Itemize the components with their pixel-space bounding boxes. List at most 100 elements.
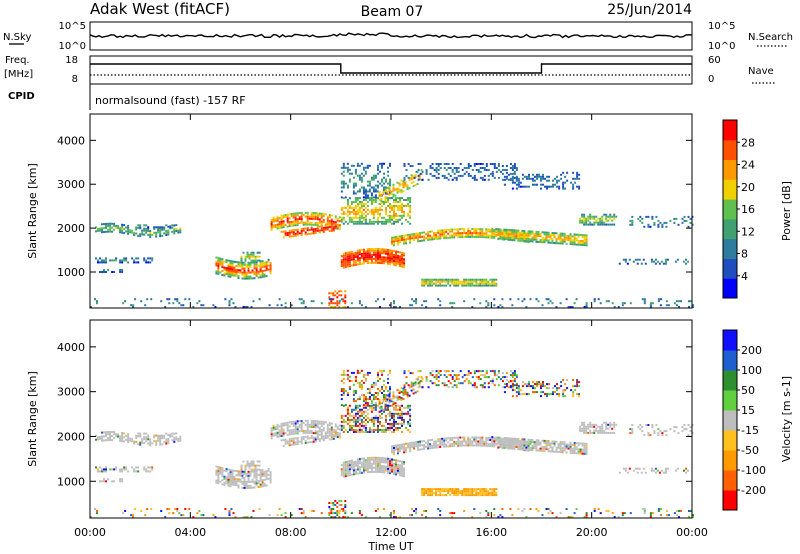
velocity-cell xyxy=(372,429,375,431)
power-cell xyxy=(240,255,243,258)
y-tick-label: 4000 xyxy=(57,134,85,147)
power-cell xyxy=(467,167,470,169)
power-cell xyxy=(391,222,393,225)
power-cell xyxy=(179,231,182,234)
power-cell xyxy=(416,183,419,185)
power-cell xyxy=(368,222,371,225)
power-cell xyxy=(105,261,107,264)
power-cell xyxy=(350,164,353,167)
power-cell xyxy=(312,228,315,231)
power-cell xyxy=(528,185,530,188)
power-cell xyxy=(121,225,124,228)
power-cell xyxy=(346,261,349,264)
velocity-cell xyxy=(306,419,309,422)
power-cell xyxy=(366,196,369,199)
velocity-cell xyxy=(101,435,103,438)
velocity-cell xyxy=(227,472,230,475)
power-cell xyxy=(265,267,268,270)
power-cell xyxy=(409,165,412,167)
velocity-cell xyxy=(397,404,399,407)
velocity-cell xyxy=(381,373,383,376)
power-cell xyxy=(435,282,438,285)
velocity-cell xyxy=(370,431,373,433)
velocity-cell xyxy=(392,403,395,406)
power-cell xyxy=(379,214,381,217)
velocity-cell xyxy=(435,374,438,377)
power-cell xyxy=(358,188,361,191)
power-cell xyxy=(581,244,584,246)
power-cell xyxy=(372,201,375,203)
power-cell xyxy=(540,183,542,186)
velocity-cell xyxy=(545,442,548,444)
power-cell xyxy=(481,228,484,231)
velocity-cell xyxy=(312,426,315,428)
velocity-cell xyxy=(354,422,357,425)
power-cell xyxy=(304,231,307,234)
power-cell xyxy=(412,185,415,188)
power-cell xyxy=(250,259,253,262)
velocity-cell xyxy=(493,374,496,377)
velocity-cell xyxy=(101,470,103,473)
velocity-cell xyxy=(413,441,416,444)
power-cell xyxy=(489,234,492,237)
velocity-cell xyxy=(409,422,412,425)
power-cell xyxy=(634,258,637,261)
power-cell xyxy=(407,203,410,205)
velocity-cell xyxy=(149,444,152,447)
velocity-cell xyxy=(244,468,247,471)
power-cell xyxy=(511,231,514,234)
velocity-cell xyxy=(489,443,492,446)
velocity-cell xyxy=(246,464,249,467)
velocity-cell xyxy=(356,462,359,465)
velocity-cell xyxy=(391,451,393,454)
power-cell xyxy=(471,280,474,283)
power-cell xyxy=(316,225,319,228)
power-cell xyxy=(601,219,604,222)
power-cell xyxy=(278,217,281,220)
velocity-cell xyxy=(549,450,552,453)
power-cell xyxy=(399,255,401,258)
velocity-cell xyxy=(461,382,464,385)
velocity-cell xyxy=(280,432,283,435)
velocity-cell xyxy=(374,418,377,421)
velocity-cell xyxy=(453,490,456,493)
power-cell xyxy=(368,248,371,251)
power-cell xyxy=(272,218,275,221)
velocity-cell xyxy=(409,414,412,417)
power-cell xyxy=(330,223,333,226)
power-cell xyxy=(261,275,264,278)
velocity-cell xyxy=(366,463,369,466)
power-cell xyxy=(225,273,228,275)
power-cell xyxy=(105,257,107,260)
power-cell xyxy=(381,205,383,207)
power-cell xyxy=(393,238,395,241)
power-cell xyxy=(356,197,359,200)
velocity-cell xyxy=(252,464,255,467)
velocity-cell xyxy=(121,470,124,473)
power-cell xyxy=(395,238,397,241)
velocity-cell xyxy=(360,412,363,415)
power-cell xyxy=(352,164,355,167)
power-cell xyxy=(180,304,183,307)
velocity-cell xyxy=(241,470,244,473)
power-cell xyxy=(511,237,514,240)
power-cell xyxy=(629,219,632,222)
power-cell xyxy=(673,221,676,224)
velocity-cell xyxy=(239,478,242,481)
velocity-cell xyxy=(362,463,365,466)
power-cell xyxy=(235,272,238,275)
velocity-cell xyxy=(344,373,347,376)
power-cell xyxy=(388,189,391,192)
velocity-cell xyxy=(270,429,273,432)
velocity-cell xyxy=(479,492,482,495)
power-cell xyxy=(310,228,313,231)
velocity-cell xyxy=(573,446,576,448)
velocity-cell xyxy=(447,492,450,495)
velocity-cell xyxy=(364,469,367,472)
power-cell xyxy=(551,239,554,242)
power-cell xyxy=(503,238,506,241)
velocity-cell xyxy=(539,449,542,452)
power-cell xyxy=(421,239,424,242)
velocity-cell xyxy=(342,373,345,376)
velocity-cell xyxy=(344,473,347,476)
